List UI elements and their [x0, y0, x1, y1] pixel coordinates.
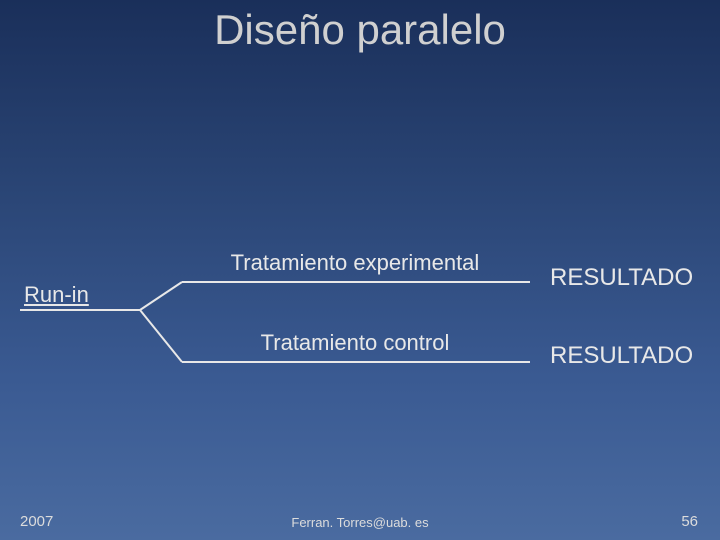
footer-page-number: 56 [681, 513, 698, 530]
split-top-line [140, 282, 182, 310]
runin-label: Run-in [24, 282, 89, 308]
arm-control-label: Tratamiento control [185, 330, 525, 356]
result-experimental: RESULTADO [550, 264, 693, 292]
footer-author: Ferran. Torres@uab. es [0, 515, 720, 530]
arm-experimental-label: Tratamiento experimental [185, 250, 525, 276]
split-bot-line [140, 310, 182, 362]
result-control: RESULTADO [550, 342, 693, 370]
